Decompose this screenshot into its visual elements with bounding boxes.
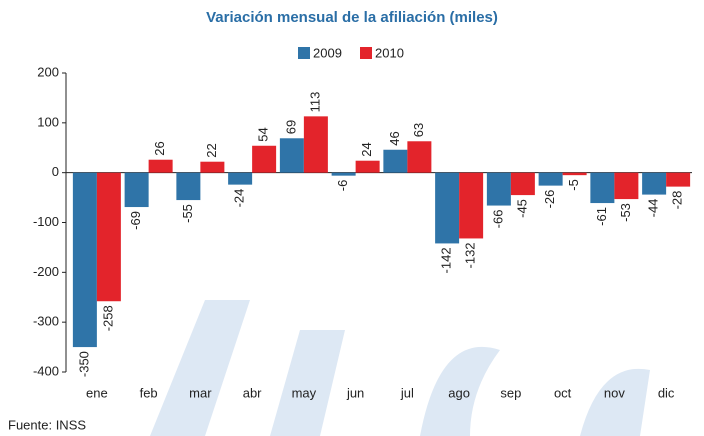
x-tick-label: sep — [500, 385, 521, 400]
legend-swatch — [298, 47, 310, 59]
bar — [590, 173, 614, 203]
legend-label: 2009 — [313, 45, 342, 60]
data-label: -66 — [490, 210, 505, 229]
y-tick-label: 200 — [37, 64, 59, 79]
source-note: Fuente: INSS — [8, 417, 86, 432]
x-tick-label: mar — [189, 385, 212, 400]
data-label: -132 — [463, 242, 478, 268]
y-tick-label: -200 — [33, 264, 59, 279]
x-tick-label: abr — [243, 385, 262, 400]
data-label: -258 — [100, 305, 115, 331]
data-label: -61 — [594, 207, 609, 226]
bar — [642, 173, 666, 195]
data-label: -6 — [335, 180, 350, 192]
x-tick-label: feb — [140, 385, 158, 400]
data-label: -55 — [180, 204, 195, 223]
x-tick-label: nov — [604, 385, 625, 400]
data-label: -142 — [439, 247, 454, 273]
watermark — [150, 300, 650, 436]
data-label: -69 — [128, 211, 143, 230]
bar — [125, 173, 149, 207]
data-label: 22 — [204, 143, 219, 157]
bar — [332, 173, 356, 176]
data-label: -28 — [670, 191, 685, 210]
bar — [487, 173, 511, 206]
data-label: -5 — [566, 179, 581, 191]
bar — [459, 173, 483, 239]
y-tick-label: 0 — [52, 164, 59, 179]
data-label: 113 — [307, 92, 322, 113]
data-label: 63 — [411, 123, 426, 137]
x-tick-label: jun — [346, 385, 364, 400]
bar — [539, 173, 563, 186]
bar — [200, 162, 224, 173]
data-label: -44 — [646, 199, 661, 218]
y-tick-label: -300 — [33, 314, 59, 329]
bar — [563, 173, 587, 175]
x-tick-label: may — [292, 385, 317, 400]
bar — [304, 116, 328, 172]
data-label: 54 — [256, 127, 271, 141]
x-tick-label: oct — [554, 385, 572, 400]
bar — [666, 173, 690, 187]
bar — [383, 150, 407, 173]
data-label: -53 — [618, 203, 633, 222]
bar — [176, 173, 200, 200]
x-tick-label: jul — [400, 385, 414, 400]
data-label: -45 — [514, 199, 529, 218]
x-tick-label: ago — [448, 385, 470, 400]
data-label: 24 — [359, 142, 374, 156]
y-tick-label: 100 — [37, 114, 59, 129]
legend-label: 2010 — [375, 45, 404, 60]
bar — [511, 173, 535, 195]
data-label: 69 — [283, 120, 298, 134]
data-label: 26 — [152, 141, 167, 155]
bar — [73, 173, 97, 347]
chart: Variación mensual de la afiliación (mile… — [0, 0, 704, 436]
data-label: -24 — [232, 189, 247, 208]
x-tick-label: ene — [86, 385, 108, 400]
data-label: -350 — [76, 351, 91, 377]
y-tick-label: -400 — [33, 363, 59, 378]
bar — [614, 173, 638, 199]
bar — [280, 138, 304, 172]
y-tick-label: -100 — [33, 214, 59, 229]
data-label: 46 — [387, 131, 402, 145]
x-tick-label: dic — [658, 385, 675, 400]
bar — [149, 160, 173, 173]
bar — [435, 173, 459, 244]
chart-title: Variación mensual de la afiliación (mile… — [206, 9, 498, 26]
data-label: -26 — [542, 190, 557, 209]
bar — [407, 141, 431, 172]
bar — [228, 173, 252, 185]
legend-swatch — [360, 47, 372, 59]
bar — [252, 146, 276, 173]
bar — [356, 161, 380, 173]
bar — [97, 173, 121, 302]
